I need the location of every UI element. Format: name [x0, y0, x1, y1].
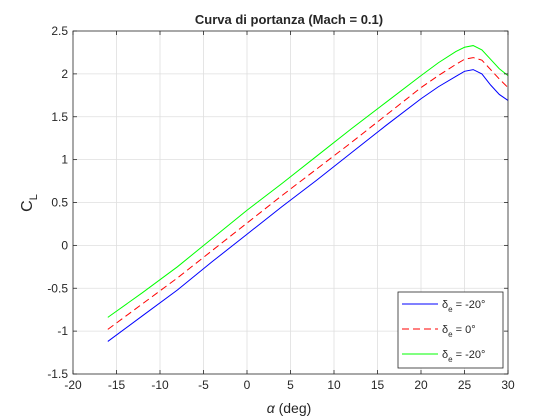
- x-tick-label: -5: [198, 378, 209, 392]
- legend-subscript: e: [448, 305, 453, 314]
- y-tick-label: -1: [57, 324, 68, 338]
- legend-subscript: e: [448, 330, 453, 339]
- legend-label-0: δe = -20°: [442, 299, 485, 314]
- x-axis-label-symbol: α: [267, 400, 276, 416]
- series-line-2: [107, 45, 509, 318]
- legend-value: = -20°: [453, 349, 486, 361]
- x-tick-label: 25: [458, 378, 472, 392]
- y-tick-label: -1.5: [47, 367, 68, 381]
- x-tick-label: 5: [287, 378, 294, 392]
- y-tick-label: 1: [61, 153, 68, 167]
- legend-symbol: δ: [442, 324, 448, 336]
- y-axis-label-main: C: [19, 200, 36, 212]
- x-tick-label: 20: [414, 378, 428, 392]
- x-tick-label: -10: [151, 378, 169, 392]
- x-tick-label: -15: [108, 378, 126, 392]
- x-axis-label: α (deg): [267, 400, 312, 416]
- legend-value: = 0°: [453, 324, 476, 336]
- plot-area: [107, 45, 509, 342]
- legend-subscript: e: [448, 355, 453, 364]
- legend: δe = -20°δe = 0°δe = -20°: [397, 291, 504, 369]
- y-axis-label: CL: [19, 194, 40, 212]
- x-axis-label-text: (deg): [275, 400, 312, 416]
- legend-label-1: δe = 0°: [442, 324, 476, 339]
- legend-value: = -20°: [453, 299, 486, 311]
- axis-ticks: [72, 30, 509, 375]
- legend-symbol: δ: [442, 299, 448, 311]
- y-tick-label: 2.5: [51, 24, 68, 38]
- legend-symbol: δ: [442, 349, 448, 361]
- series-line-1: [107, 57, 509, 330]
- y-tick-label: -0.5: [47, 281, 68, 295]
- x-tick-label: 30: [501, 378, 515, 392]
- chart-title: Curva di portanza (Mach = 0.1): [195, 12, 383, 27]
- legend-box: [397, 291, 504, 369]
- x-tick-label: -20: [64, 378, 82, 392]
- x-tick-label: 15: [371, 378, 385, 392]
- x-tick-label: 0: [244, 378, 251, 392]
- y-tick-label: 1.5: [51, 110, 68, 124]
- y-tick-label: 2: [61, 67, 68, 81]
- x-tick-label: 10: [327, 378, 341, 392]
- series-line-0: [107, 69, 509, 342]
- legend-label-2: δe = -20°: [442, 349, 485, 364]
- tick-labels: -20 -15 -10 -5 0 5 10 15 20 25 30 -1.5 -1 -0.5 0 0.5 1 1.…: [47, 24, 515, 392]
- y-tick-label: 0: [61, 238, 68, 252]
- y-axis-label-sub: L: [28, 194, 40, 200]
- y-tick-label: 0.5: [51, 196, 68, 210]
